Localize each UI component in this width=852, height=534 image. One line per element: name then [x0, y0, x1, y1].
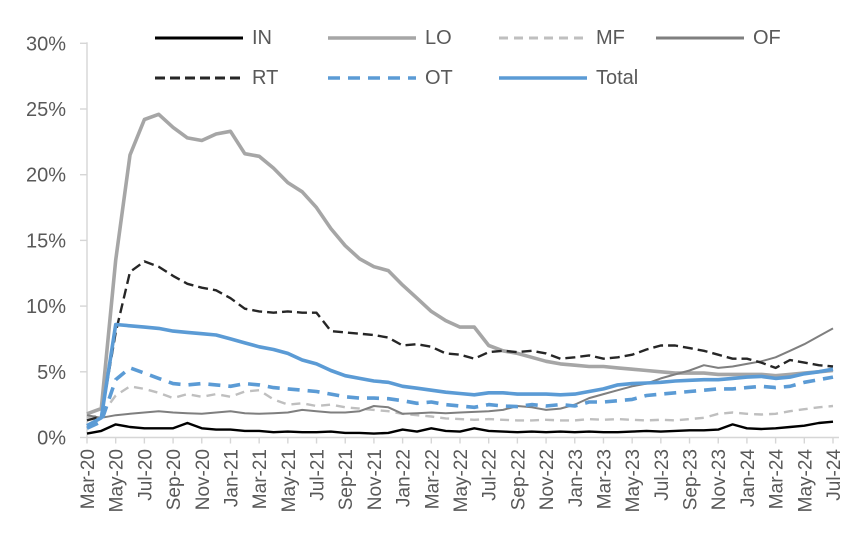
legend-swatch-total-line — [499, 76, 587, 80]
y-axis-label: 30% — [26, 33, 66, 55]
legend-swatch-in-line — [155, 36, 243, 40]
legend-label-ot: OT — [425, 66, 453, 89]
x-axis-label: May-21 — [279, 449, 300, 512]
x-axis-label: May-24 — [795, 449, 816, 513]
x-axis-label: Sep-22 — [508, 449, 529, 510]
legend-swatch-lo-line — [328, 36, 416, 40]
legend-label-mf: MF — [596, 26, 625, 49]
chart-legend: IN LO MF OF RT OT Total — [0, 0, 852, 100]
x-axis-label: Jan-23 — [566, 449, 587, 507]
y-axis-label: 15% — [26, 230, 66, 252]
legend-item-in: IN — [155, 27, 272, 49]
legend-item-total: Total — [499, 67, 638, 89]
x-axis-label: Mar-20 — [78, 449, 99, 509]
series-line-mf — [86, 385, 834, 422]
legend-item-lo: LO — [328, 27, 452, 49]
x-axis-label: Jul-24 — [824, 449, 845, 501]
x-axis-label: Nov-21 — [365, 449, 386, 510]
legend-item-mf: MF — [499, 27, 625, 49]
x-axis-label: Jul-22 — [480, 449, 501, 501]
x-axis-label: Jul-20 — [135, 449, 156, 501]
series-line-ot — [86, 366, 834, 430]
legend-label-lo: LO — [425, 26, 452, 49]
x-axis-label: May-23 — [623, 449, 644, 512]
series-line-lo — [86, 112, 834, 416]
y-axis-label: 0% — [37, 428, 66, 450]
legend-item-ot: OT — [328, 67, 453, 89]
legend-item-rt: RT — [155, 67, 278, 89]
legend-label-total: Total — [596, 66, 639, 89]
x-axis-label: Mar-21 — [250, 449, 271, 509]
x-axis-label: May-20 — [107, 449, 128, 512]
legend-swatch-rt-line — [155, 76, 243, 80]
x-axis-label: Nov-23 — [709, 449, 730, 510]
legend-swatch-mf-line — [499, 36, 587, 40]
x-axis-label: Jul-23 — [652, 449, 673, 501]
legend-label-in: IN — [252, 26, 272, 49]
y-axis-label: 25% — [26, 99, 66, 121]
x-axis-label: Nov-20 — [193, 449, 214, 510]
x-axis-label: Nov-22 — [537, 449, 558, 510]
legend-label-rt: RT — [252, 66, 279, 89]
x-axis-label: Sep-23 — [681, 449, 702, 510]
x-axis-label: Mar-22 — [422, 449, 443, 509]
y-axis-label: 10% — [26, 296, 66, 318]
y-axis-label: 20% — [26, 165, 66, 187]
x-axis-label: Jan-22 — [394, 449, 415, 507]
legend-item-of: OF — [656, 27, 781, 49]
x-axis-label: Sep-20 — [164, 449, 185, 510]
x-axis-label: May-22 — [451, 449, 472, 512]
series-line-total — [86, 322, 834, 428]
series-line-of — [86, 327, 834, 419]
x-axis-label: Jan-21 — [221, 449, 242, 507]
x-axis-label: Sep-21 — [336, 449, 357, 510]
y-axis-label: 5% — [37, 362, 66, 384]
x-axis-label: Jan-24 — [738, 449, 759, 508]
x-axis-label: Mar-24 — [767, 449, 788, 510]
x-axis-label: Jul-21 — [308, 449, 329, 501]
legend-label-of: OF — [753, 26, 781, 49]
legend-swatch-ot-line — [328, 76, 416, 80]
series-line-in — [86, 420, 834, 435]
legend-swatch-of-line — [656, 36, 744, 40]
x-axis-label: Mar-23 — [594, 449, 615, 509]
